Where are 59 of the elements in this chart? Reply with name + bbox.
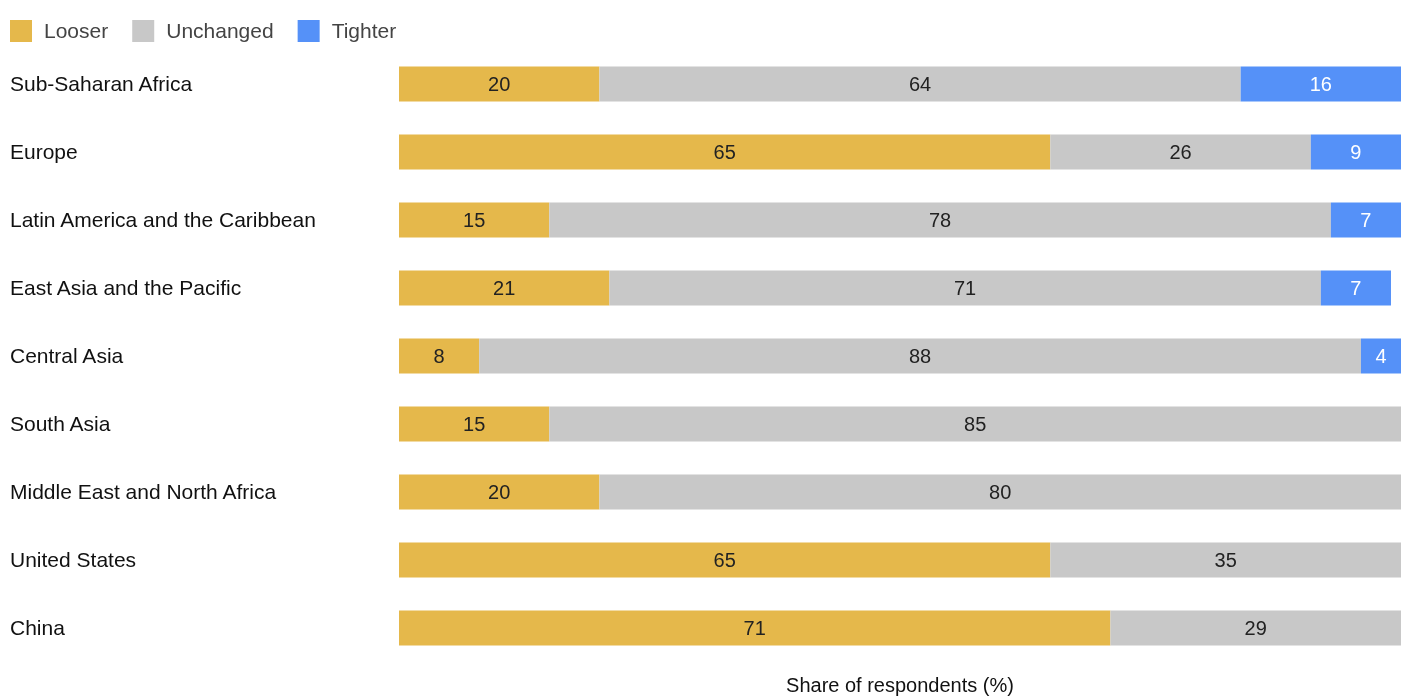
bar	[1310, 134, 1401, 170]
bar	[599, 66, 1241, 102]
y-tick-label: Central Asia	[10, 344, 124, 368]
data-label: 7	[1360, 209, 1372, 231]
bar	[399, 474, 600, 510]
data-label: 16	[1309, 73, 1332, 95]
bar	[399, 134, 1051, 170]
y-tick-label: China	[10, 616, 66, 640]
data-label: 20	[488, 73, 511, 95]
legend-label: Unchanged	[166, 19, 274, 43]
data-label: 80	[989, 481, 1012, 503]
bar	[549, 202, 1331, 238]
y-tick-label: Latin America and the Caribbean	[10, 208, 316, 232]
bar	[399, 270, 610, 306]
data-label: 65	[713, 549, 736, 571]
bar	[1050, 134, 1311, 170]
legend-label: Looser	[44, 19, 109, 43]
y-tick-label: United States	[10, 548, 137, 572]
data-label: 15	[463, 209, 486, 231]
bar	[1110, 610, 1401, 646]
y-tick-label: South Asia	[10, 412, 111, 436]
data-label: 4	[1375, 345, 1387, 367]
data-label: 71	[954, 277, 977, 299]
data-label: 71	[743, 617, 766, 639]
data-label: 65	[713, 141, 736, 163]
data-label: 15	[463, 413, 486, 435]
bar	[399, 610, 1111, 646]
bar	[1050, 542, 1401, 578]
data-label: 21	[493, 277, 516, 299]
y-tick-label: Middle East and North Africa	[10, 480, 277, 504]
bar	[399, 542, 1051, 578]
data-label: 35	[1214, 549, 1237, 571]
bar	[1360, 338, 1401, 374]
bar	[399, 202, 550, 238]
bar	[399, 406, 550, 442]
data-label: 64	[908, 73, 932, 95]
x-axis-title: Share of respondents (%)	[786, 674, 1014, 696]
data-label: 29	[1244, 617, 1267, 639]
data-label: 85	[964, 413, 987, 435]
data-label: 26	[1169, 141, 1192, 163]
data-label: 7	[1350, 277, 1362, 299]
bar	[399, 338, 480, 374]
bar	[549, 406, 1401, 442]
bar	[599, 474, 1401, 510]
bar	[399, 66, 600, 102]
data-label: 8	[433, 345, 445, 367]
y-tick-label: East Asia and the Pacific	[10, 276, 242, 300]
bar	[1240, 66, 1401, 102]
data-label: 9	[1350, 141, 1362, 163]
bar	[1320, 270, 1391, 306]
data-label: 88	[908, 345, 932, 367]
data-label: 78	[928, 209, 952, 231]
bar	[479, 338, 1361, 374]
y-tick-label: Sub-Saharan Africa	[10, 72, 193, 96]
y-tick-label: Europe	[10, 140, 78, 164]
legend-label: Tighter	[331, 19, 397, 43]
data-label: 20	[488, 481, 511, 503]
bar	[1330, 202, 1401, 238]
bar	[609, 270, 1321, 306]
